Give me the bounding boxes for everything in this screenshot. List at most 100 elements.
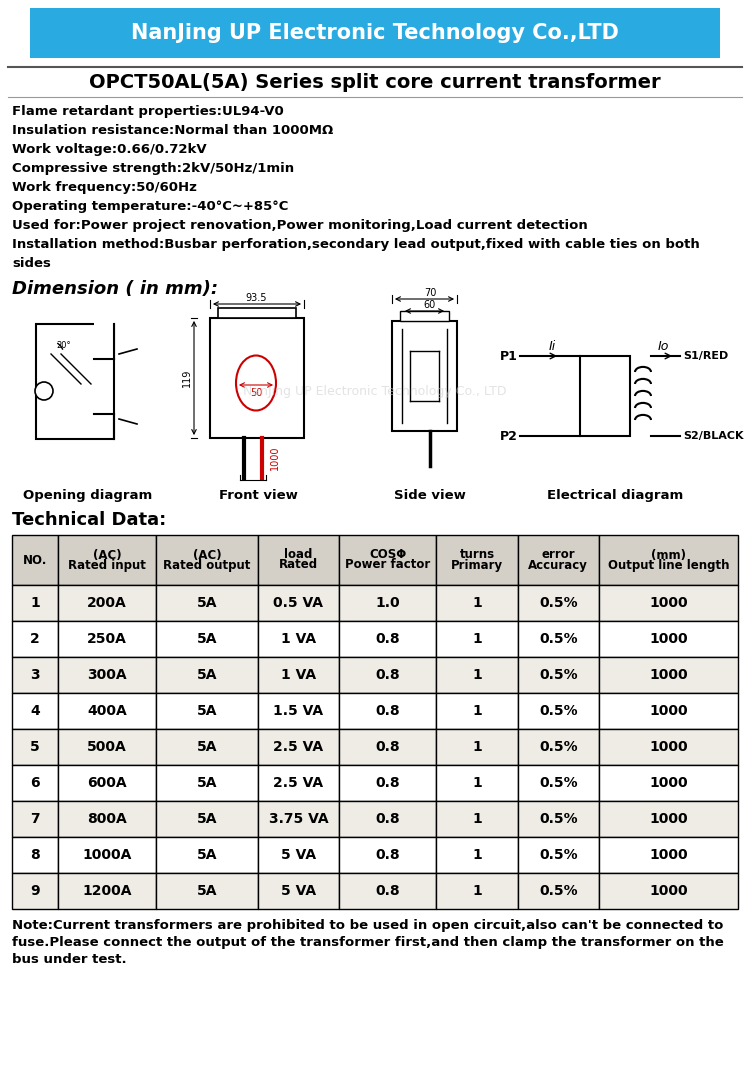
Bar: [436, 657, 517, 693]
Text: 1000: 1000: [649, 704, 688, 718]
Text: 0.5%: 0.5%: [539, 776, 578, 790]
Bar: [339, 621, 436, 657]
Text: Installation method:Busbar perforation,secondary lead output,fixed with cable ti: Installation method:Busbar perforation,s…: [12, 238, 700, 251]
Bar: [36, 324, 114, 439]
Text: Ii: Ii: [548, 340, 556, 353]
Text: 1000: 1000: [649, 596, 688, 610]
Bar: [258, 693, 339, 730]
Text: 20°: 20°: [57, 341, 71, 351]
Circle shape: [35, 382, 53, 400]
Text: 0.5 VA: 0.5 VA: [274, 596, 323, 610]
Bar: [436, 837, 517, 873]
Text: Work frequency:50/60Hz: Work frequency:50/60Hz: [12, 181, 196, 194]
Bar: [436, 765, 517, 801]
Text: Opening diagram: Opening diagram: [23, 489, 153, 502]
Bar: [518, 693, 599, 730]
Text: bus under test.: bus under test.: [12, 953, 127, 966]
Bar: [218, 308, 296, 318]
Bar: [258, 535, 339, 585]
Text: 4: 4: [30, 704, 40, 718]
Bar: [258, 730, 339, 765]
Text: 1000: 1000: [649, 740, 688, 754]
Text: 0.8: 0.8: [376, 776, 400, 790]
Text: COSΦ: COSΦ: [369, 549, 407, 562]
Bar: [30, 8, 720, 58]
Text: (AC): (AC): [193, 549, 221, 562]
Bar: [518, 801, 599, 837]
Text: 1000: 1000: [649, 812, 688, 826]
Text: Output line length: Output line length: [608, 558, 729, 571]
Bar: [12, 535, 58, 585]
Text: Compressive strength:2kV/50Hz/1min: Compressive strength:2kV/50Hz/1min: [12, 162, 294, 175]
Text: 2.5 VA: 2.5 VA: [274, 776, 323, 790]
Text: load: load: [284, 549, 313, 562]
Text: 1: 1: [472, 668, 482, 682]
Text: S2/BLACK: S2/BLACK: [683, 431, 743, 441]
Text: 1000: 1000: [649, 848, 688, 862]
Text: 50: 50: [250, 388, 262, 398]
Bar: [598, 730, 738, 765]
Text: 0.8: 0.8: [376, 632, 400, 646]
Bar: [339, 693, 436, 730]
Bar: [339, 873, 436, 909]
Bar: [339, 657, 436, 693]
Bar: [156, 801, 258, 837]
Text: 1: 1: [472, 704, 482, 718]
Text: 1 VA: 1 VA: [281, 668, 316, 682]
Text: (mm): (mm): [651, 549, 686, 562]
Bar: [58, 801, 156, 837]
Bar: [258, 837, 339, 873]
Bar: [339, 585, 436, 621]
Bar: [12, 837, 58, 873]
Text: P2: P2: [500, 429, 518, 442]
Bar: [436, 730, 517, 765]
Bar: [518, 837, 599, 873]
Bar: [58, 585, 156, 621]
Bar: [156, 765, 258, 801]
Text: S1/RED: S1/RED: [683, 351, 728, 362]
Bar: [392, 321, 457, 431]
Text: Electrical diagram: Electrical diagram: [547, 489, 683, 502]
Text: Rated output: Rated output: [164, 558, 250, 571]
Bar: [156, 657, 258, 693]
Bar: [518, 765, 599, 801]
Bar: [58, 730, 156, 765]
Bar: [339, 837, 436, 873]
Bar: [339, 765, 436, 801]
Bar: [598, 873, 738, 909]
Text: 5A: 5A: [196, 848, 217, 862]
Text: 1: 1: [30, 596, 40, 610]
Text: NanJing UP Electronic Technology Co.,LTD: NanJing UP Electronic Technology Co.,LTD: [131, 23, 619, 43]
Text: 250A: 250A: [87, 632, 127, 646]
Text: 200A: 200A: [87, 596, 127, 610]
Text: Io: Io: [657, 340, 669, 353]
Text: Operating temperature:-40°C~+85°C: Operating temperature:-40°C~+85°C: [12, 200, 288, 213]
Text: 7: 7: [31, 812, 40, 826]
Bar: [580, 356, 630, 436]
Text: 1000: 1000: [649, 884, 688, 898]
Bar: [12, 730, 58, 765]
Text: 1000A: 1000A: [82, 848, 132, 862]
Text: 1: 1: [472, 812, 482, 826]
Bar: [58, 837, 156, 873]
Bar: [258, 621, 339, 657]
Text: Technical Data:: Technical Data:: [12, 511, 166, 529]
Text: P1: P1: [500, 350, 518, 363]
Text: 5A: 5A: [196, 668, 217, 682]
Bar: [156, 693, 258, 730]
Bar: [436, 693, 517, 730]
Text: error: error: [542, 549, 575, 562]
Text: 8: 8: [30, 848, 40, 862]
Bar: [156, 585, 258, 621]
Text: Primary: Primary: [451, 558, 503, 571]
Bar: [12, 873, 58, 909]
Text: 5A: 5A: [196, 596, 217, 610]
Bar: [400, 311, 449, 321]
Text: 2: 2: [30, 632, 40, 646]
Text: 0.5%: 0.5%: [539, 812, 578, 826]
Bar: [12, 585, 58, 621]
Text: 1.0: 1.0: [376, 596, 400, 610]
Bar: [258, 765, 339, 801]
Text: Flame retardant properties:UL94-V0: Flame retardant properties:UL94-V0: [12, 105, 284, 118]
Bar: [156, 873, 258, 909]
